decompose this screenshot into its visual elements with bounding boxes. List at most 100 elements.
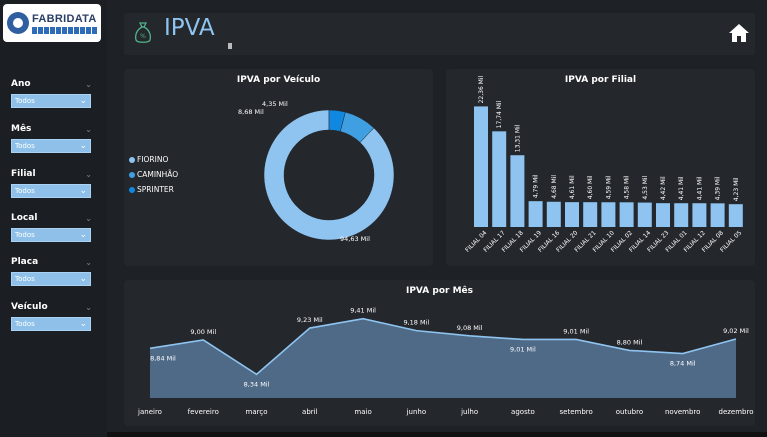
chevron-down-icon: ⌄	[79, 186, 87, 196]
bar	[565, 202, 579, 227]
data-label: 4,42 Mil	[660, 176, 667, 200]
chevron-down-icon[interactable]: ⌄	[85, 213, 92, 223]
data-label: 9,02 Mil	[723, 327, 749, 335]
page-title: IPVA	[164, 15, 215, 41]
legend-label: FIORINO	[137, 155, 169, 164]
area-chart: 8,84 Mil janeiro 9,00 Mil fevereiro 8,34 Mil…	[137, 307, 754, 416]
filter-filial-select[interactable]: Todos ⌄	[11, 184, 91, 198]
data-label: 4,35 Mil	[262, 100, 288, 108]
filter-placa: Placa ⌄ Todos ⌄	[11, 256, 92, 286]
area-fill	[150, 318, 736, 398]
tick-label: outubro	[616, 408, 643, 416]
data-label: 4,23 Mil	[733, 177, 740, 201]
data-label: 8,34 Mil	[244, 380, 270, 388]
chevron-down-icon[interactable]: ⌄	[85, 257, 92, 267]
chevron-down-icon: ⌄	[79, 319, 87, 329]
home-icon[interactable]	[728, 23, 750, 43]
filter-value: Todos	[15, 187, 35, 195]
data-label: 8,84 Mil	[150, 354, 176, 362]
series-line	[149, 317, 737, 376]
filter-ano-select[interactable]: Todos ⌄	[11, 94, 91, 108]
bar	[601, 202, 616, 227]
bottom-scrollbar[interactable]	[107, 432, 767, 437]
tick-label: fevereiro	[188, 408, 219, 416]
legend-label: SPRINTER	[137, 185, 174, 194]
chevron-down-icon: ⌄	[79, 141, 87, 151]
data-label: 4,53 Mil	[642, 175, 649, 199]
data-label: 8,68 Mil	[238, 108, 264, 116]
bar	[619, 202, 634, 227]
svg-text:%: %	[140, 33, 146, 40]
donut-slice	[328, 109, 346, 132]
tick-label: novembro	[665, 408, 700, 416]
data-label: 4,59 Mil	[605, 175, 612, 199]
ipva-por-veiculo-card: IPVA por Veículo FIORINO CAMINHÃO SPRINT…	[124, 69, 433, 266]
tick-label: junho	[406, 408, 427, 416]
chart-title: IPVA por Mês	[405, 286, 473, 296]
tick-label: abril	[302, 408, 318, 416]
data-label: 8,74 Mil	[670, 360, 696, 368]
filter-value: Todos	[15, 97, 35, 105]
tick-label: dezembro	[719, 408, 754, 416]
donut-slice	[263, 109, 395, 241]
filter-veiculo: Veículo ⌄ Todos ⌄	[11, 301, 92, 331]
money-bag-icon: %	[135, 22, 151, 43]
data-label: 9,08 Mil	[457, 324, 483, 332]
filter-label: Veículo	[11, 302, 48, 312]
filter-placa-select[interactable]: Todos ⌄	[11, 272, 91, 286]
chevron-down-icon: ⌄	[79, 230, 87, 240]
filter-ano: Ano ⌄ Todos ⌄	[11, 78, 92, 108]
data-label: 9,00 Mil	[190, 328, 216, 336]
ipva-por-filial-card: IPVA por Filial 22,36 Mil FILIAL 04 17,74 …	[446, 69, 755, 266]
data-label: 4,41 Mil	[696, 176, 703, 200]
data-label: 17,74 Mil	[496, 100, 503, 128]
legend-dot-icon	[129, 186, 135, 193]
bar	[728, 204, 743, 227]
globe-icon	[7, 12, 29, 34]
brand-logo: FABRIDATA	[3, 4, 101, 42]
filter-veiculo-select[interactable]: Todos ⌄	[11, 317, 91, 331]
filter-label: Filial	[11, 169, 36, 179]
data-label: 9,01 Mil	[563, 327, 589, 335]
chevron-down-icon[interactable]: ⌄	[85, 124, 92, 134]
filter-local-select[interactable]: Todos ⌄	[11, 228, 91, 242]
data-label: 4,61 Mil	[569, 175, 576, 199]
filter-mes: Mês ⌄ Todos ⌄	[11, 123, 92, 153]
bar	[583, 202, 598, 227]
filter-label: Mês	[11, 124, 32, 134]
tick-label: março	[246, 408, 268, 416]
filter-value: Todos	[15, 320, 35, 328]
chevron-down-icon[interactable]: ⌄	[85, 79, 92, 89]
legend-label: CAMINHÃO	[137, 170, 179, 179]
bar	[674, 203, 689, 227]
data-label: 4,79 Mil	[533, 174, 540, 198]
data-label: 4,39 Mil	[715, 176, 722, 200]
data-label: 22,36 Mil	[478, 75, 485, 103]
legend-item[interactable]: CAMINHÃO	[129, 170, 178, 179]
chart-title: IPVA por Filial	[564, 75, 637, 85]
data-label: 9,18 Mil	[403, 319, 429, 327]
filter-label: Ano	[11, 79, 31, 89]
legend-item[interactable]: FIORINO	[129, 155, 168, 164]
data-label: 9,01 Mil	[510, 345, 536, 353]
tick-label: janeiro	[137, 408, 162, 416]
tick-label: agosto	[511, 408, 535, 416]
bar	[637, 202, 652, 227]
chevron-down-icon[interactable]: ⌄	[85, 169, 92, 179]
data-label: 4,41 Mil	[678, 176, 685, 200]
legend-item[interactable]: SPRINTER	[129, 185, 174, 194]
solar-panel-icon	[32, 26, 98, 34]
filter-value: Todos	[15, 275, 35, 283]
data-label: 4,58 Mil	[624, 175, 631, 199]
filter-mes-select[interactable]: Todos ⌄	[11, 139, 91, 153]
data-label: 4,68 Mil	[551, 175, 558, 199]
legend-dot-icon	[129, 156, 135, 163]
chevron-down-icon[interactable]: ⌄	[85, 302, 92, 312]
filter-label: Local	[11, 213, 38, 223]
chart-title: IPVA por Veículo	[236, 75, 321, 85]
data-label: 13,31 Mil	[514, 124, 521, 152]
sidebar: FABRIDATA Ano ⌄ Todos ⌄ Mês ⌄ Todos ⌄ Filial…	[0, 0, 107, 437]
tick-label: setembro	[560, 408, 593, 416]
